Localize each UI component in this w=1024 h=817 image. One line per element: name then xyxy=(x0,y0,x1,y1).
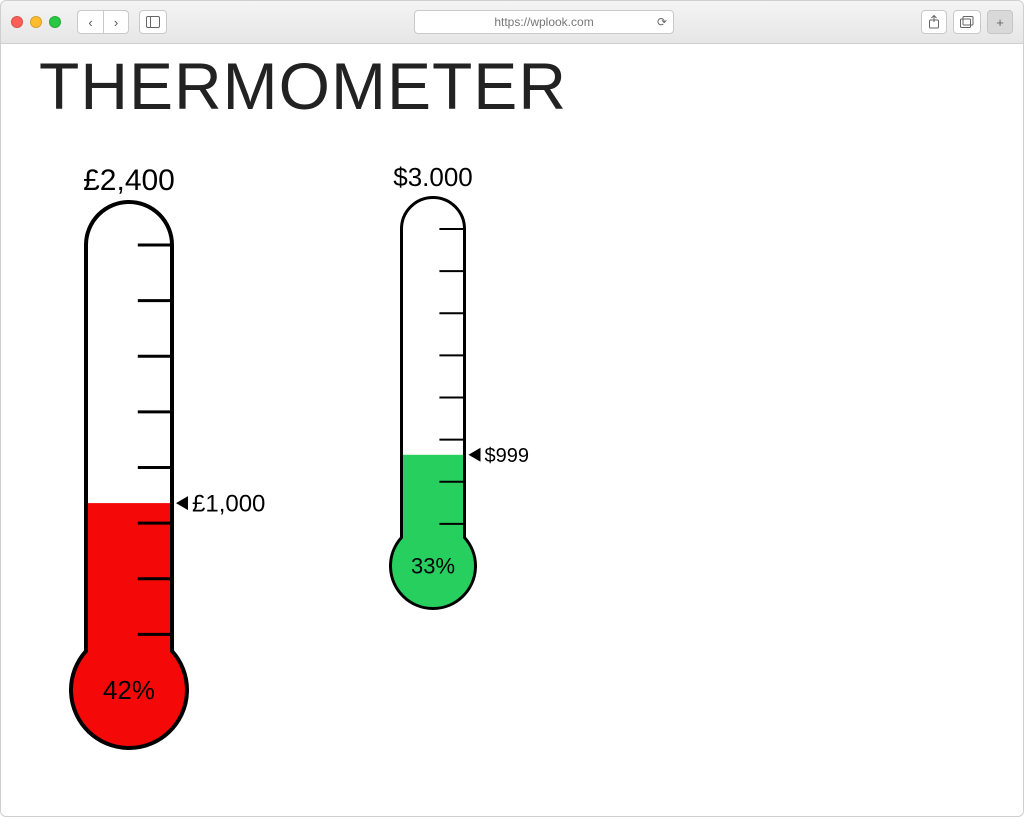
thermometer-current-label: £1,000 xyxy=(192,491,265,518)
window-controls xyxy=(11,16,61,28)
address-bar[interactable]: https://wplook.com ⟳ xyxy=(414,10,674,34)
thermometer-pointer-icon xyxy=(176,496,188,510)
new-tab-button[interactable] xyxy=(953,10,981,34)
address-bar-url: https://wplook.com xyxy=(494,15,593,29)
plus-icon: + xyxy=(996,15,1004,30)
thermometer-percent-label: 33% xyxy=(411,554,455,579)
page-viewport: THERMOMETER £2,400 42% £1,000 $3.000 33% $999 xyxy=(0,44,1024,817)
share-icon xyxy=(928,15,940,29)
back-button[interactable]: ‹ xyxy=(77,10,103,34)
thermometer-current-label: $999 xyxy=(485,445,530,467)
thermometer-goal-label: $3.000 xyxy=(393,162,473,192)
share-button[interactable] xyxy=(921,10,947,34)
sidebar-icon xyxy=(146,16,160,28)
thermometer-percent-label: 42% xyxy=(103,675,155,705)
thermometer-goal-label: £2,400 xyxy=(83,164,175,197)
browser-toolbar: ‹ › https://wplook.com ⟳ + xyxy=(0,0,1024,44)
close-icon[interactable] xyxy=(11,16,23,28)
forward-button[interactable]: › xyxy=(103,10,129,34)
chevron-left-icon: ‹ xyxy=(88,15,92,30)
tabs-icon xyxy=(960,16,974,28)
thermo-gbp: £2,400 42% £1,000 xyxy=(69,160,289,754)
thermometer-row: £2,400 42% £1,000 $3.000 33% $999 xyxy=(29,160,995,759)
minimize-icon[interactable] xyxy=(30,16,42,28)
chevron-right-icon: › xyxy=(114,15,118,30)
thermometer: $3.000 33% $999 xyxy=(389,160,577,618)
page-title: THERMOMETER xyxy=(39,48,995,124)
reload-icon[interactable]: ⟳ xyxy=(657,15,667,29)
thermometer: £2,400 42% £1,000 xyxy=(69,160,289,759)
maximize-icon[interactable] xyxy=(49,16,61,28)
show-tabs-button[interactable]: + xyxy=(987,10,1013,34)
thermo-usd: $3.000 33% $999 xyxy=(389,160,577,613)
thermometer-pointer-icon xyxy=(469,448,481,462)
sidebar-button[interactable] xyxy=(139,10,167,34)
